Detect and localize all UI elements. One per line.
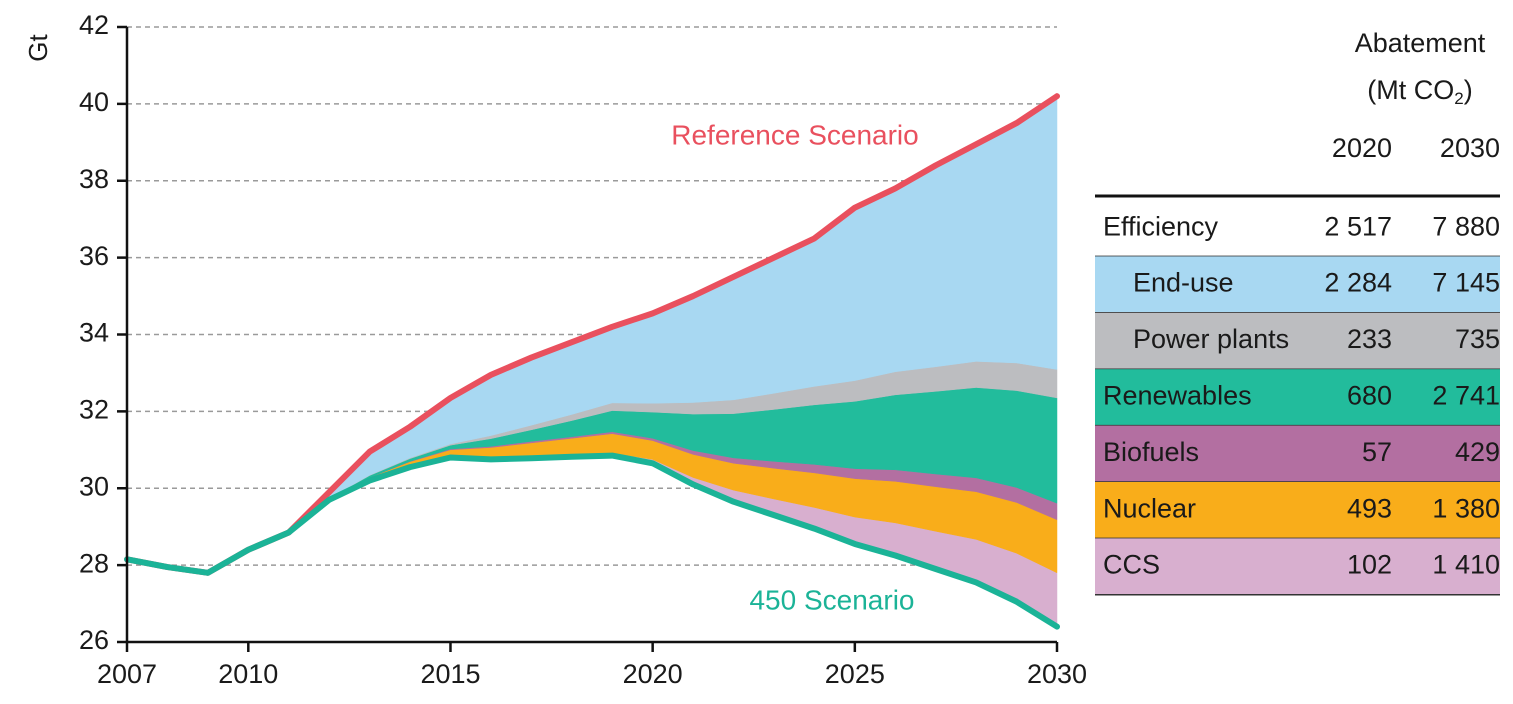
row-label: CCS [1103, 550, 1160, 580]
y-tick-label: 42 [79, 10, 109, 40]
y-tick-label: 38 [79, 164, 109, 194]
table-row-bg [1095, 369, 1500, 426]
column-header: 2020 [1332, 133, 1392, 163]
table-title: Abatement [1355, 28, 1486, 58]
table-row-bg [1095, 482, 1500, 539]
unit-sub: 2 [1454, 89, 1463, 108]
cell: 102 [1347, 550, 1392, 580]
row-label: Power plants [1133, 324, 1289, 354]
cell: 233 [1347, 324, 1392, 354]
cell: 735 [1455, 324, 1500, 354]
cell: 2 517 [1324, 211, 1392, 241]
x-tick-label: 2020 [623, 659, 683, 689]
table-unit: (Mt CO2) [1367, 75, 1472, 108]
table-row-bg [1095, 538, 1500, 595]
cell: 7 145 [1432, 268, 1500, 298]
x-tick-label: 2015 [420, 659, 480, 689]
column-header: 2030 [1440, 133, 1500, 163]
cell: 1 410 [1432, 550, 1500, 580]
row-label: End-use [1133, 268, 1234, 298]
y-tick-label: 36 [79, 241, 109, 271]
row-label: Renewables [1103, 381, 1252, 411]
cell: 1 380 [1432, 493, 1500, 523]
unit-open: (Mt CO [1367, 75, 1454, 105]
y-tick-label: 30 [79, 471, 109, 501]
cell: 2 741 [1432, 381, 1500, 411]
row-label: Nuclear [1103, 493, 1196, 523]
y-tick-label: 40 [79, 87, 109, 117]
y-tick-label: 34 [79, 318, 109, 348]
row-label: Efficiency [1103, 211, 1219, 241]
table-row-bg [1095, 312, 1500, 370]
line-label: 450 Scenario [749, 584, 914, 615]
cell: 2 284 [1324, 268, 1392, 298]
table-row-bg [1095, 256, 1500, 313]
x-tick-label: 2010 [218, 659, 278, 689]
cell: 680 [1347, 381, 1392, 411]
cell: 7 880 [1432, 211, 1500, 241]
table-row-bg [1095, 425, 1500, 482]
x-tick-label: 2007 [97, 659, 157, 689]
line-label: Reference Scenario [671, 119, 918, 150]
row-label: Biofuels [1103, 437, 1199, 467]
cell: 429 [1455, 437, 1500, 467]
y-tick-label: 32 [79, 395, 109, 425]
cell: 57 [1362, 437, 1392, 467]
y-tick-label: 28 [79, 548, 109, 578]
y-tick-label: 26 [79, 625, 109, 655]
y-axis-label: Gt [23, 34, 53, 62]
x-tick-label: 2030 [1027, 659, 1087, 689]
cell: 493 [1347, 493, 1392, 523]
scenario-line [124, 452, 1060, 630]
unit-close: ) [1464, 75, 1473, 105]
x-tick-label: 2025 [825, 659, 885, 689]
